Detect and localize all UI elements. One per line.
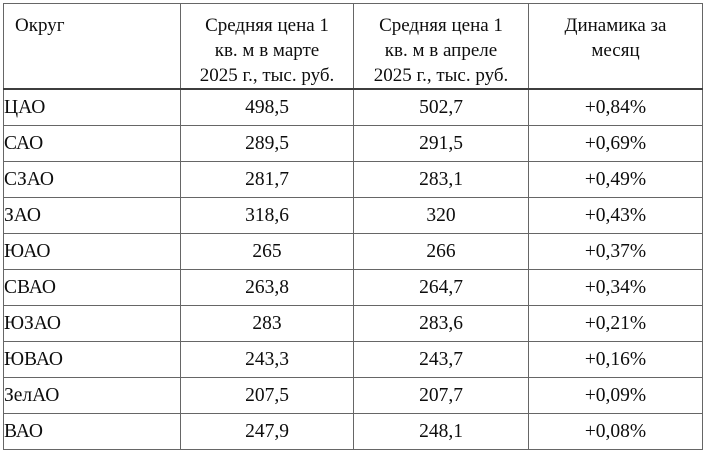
column-header-march-price-line-1: Средняя цена 1 [205, 15, 329, 36]
cell-march-price: 247,9 [180, 413, 354, 450]
cell-monthly-change: +0,21% [528, 305, 703, 342]
column-header-district-line-1: Округ [15, 15, 65, 36]
cell-april-price: 502,7 [353, 88, 529, 126]
cell-march-price: 289,5 [180, 125, 354, 162]
cell-district: ЗАО [3, 197, 181, 234]
table-row: ЮЗАО 283 283,6 +0,21% [3, 305, 703, 342]
cell-district: ЮВАО [3, 341, 181, 378]
cell-district: ЦАО [3, 88, 181, 126]
cell-march-price: 243,3 [180, 341, 354, 378]
cell-monthly-change: +0,16% [528, 341, 703, 378]
column-header-march-price-line-3: 2025 г., тыс. руб. [199, 65, 335, 86]
cell-march-price: 263,8 [180, 269, 354, 306]
cell-march-price: 207,5 [180, 377, 354, 414]
cell-april-price: 291,5 [353, 125, 529, 162]
table-row: ЮВАО 243,3 243,7 +0,16% [3, 341, 703, 378]
cell-district: СЗАО [3, 161, 181, 198]
header-row: Округ Средняя цена 1 кв. м в марте 2025 … [3, 3, 703, 90]
table-row: ЦАО 498,5 502,7 +0,84% [3, 88, 703, 126]
column-header-april-price-line-1: Средняя цена 1 [379, 15, 503, 36]
cell-district: СВАО [3, 269, 181, 306]
cell-district: ЗелАО [3, 377, 181, 414]
cell-monthly-change: +0,84% [528, 88, 703, 126]
column-header-monthly-change-line-2: месяц [591, 40, 640, 61]
cell-april-price: 207,7 [353, 377, 529, 414]
cell-april-price: 320 [353, 197, 529, 234]
cell-april-price: 248,1 [353, 413, 529, 450]
cell-monthly-change: +0,34% [528, 269, 703, 306]
table-row: ВАО 247,9 248,1 +0,08% [3, 413, 703, 450]
column-header-district: Округ [3, 3, 181, 90]
column-header-monthly-change-line-1: Динамика за [564, 15, 667, 36]
cell-april-price: 283,6 [353, 305, 529, 342]
cell-march-price: 498,5 [180, 88, 354, 126]
table-row: ЗелАО 207,5 207,7 +0,09% [3, 377, 703, 414]
cell-march-price: 265 [180, 233, 354, 270]
table-row: СВАО 263,8 264,7 +0,34% [3, 269, 703, 306]
table-body: ЦАО 498,5 502,7 +0,84% САО 289,5 291,5 +… [3, 88, 703, 450]
cell-april-price: 283,1 [353, 161, 529, 198]
table-row: САО 289,5 291,5 +0,69% [3, 125, 703, 162]
cell-district: ЮАО [3, 233, 181, 270]
column-header-april-price: Средняя цена 1 кв. м в апреле 2025 г., т… [353, 3, 529, 90]
column-header-march-price-line-2: кв. м в марте [214, 40, 320, 61]
cell-monthly-change: +0,49% [528, 161, 703, 198]
cell-monthly-change: +0,69% [528, 125, 703, 162]
column-header-monthly-change: Динамика за месяц [528, 3, 703, 90]
table-row: ЗАО 318,6 320 +0,43% [3, 197, 703, 234]
cell-april-price: 264,7 [353, 269, 529, 306]
cell-march-price: 318,6 [180, 197, 354, 234]
table-row: СЗАО 281,7 283,1 +0,49% [3, 161, 703, 198]
cell-march-price: 283 [180, 305, 354, 342]
column-header-april-price-line-3: 2025 г., тыс. руб. [373, 65, 509, 86]
cell-april-price: 266 [353, 233, 529, 270]
cell-monthly-change: +0,09% [528, 377, 703, 414]
column-header-april-price-line-2: кв. м в апреле [384, 40, 498, 61]
cell-district: ВАО [3, 413, 181, 450]
cell-april-price: 243,7 [353, 341, 529, 378]
table-header: Округ Средняя цена 1 кв. м в марте 2025 … [3, 3, 703, 90]
cell-monthly-change: +0,37% [528, 233, 703, 270]
cell-district: САО [3, 125, 181, 162]
cell-monthly-change: +0,43% [528, 197, 703, 234]
moscow-district-price-table: Округ Средняя цена 1 кв. м в марте 2025 … [3, 3, 703, 450]
cell-march-price: 281,7 [180, 161, 354, 198]
column-header-march-price: Средняя цена 1 кв. м в марте 2025 г., ты… [180, 3, 354, 90]
cell-district: ЮЗАО [3, 305, 181, 342]
table-row: ЮАО 265 266 +0,37% [3, 233, 703, 270]
cell-monthly-change: +0,08% [528, 413, 703, 450]
